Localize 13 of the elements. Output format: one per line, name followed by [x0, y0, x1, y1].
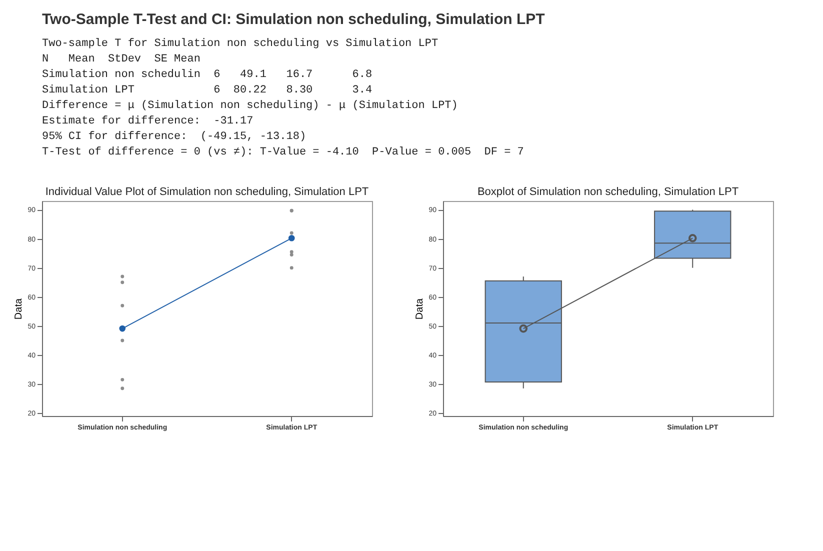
text: Simulation LPT 6 80.22 8.30 3.4: [42, 84, 372, 96]
text: 95% CI for difference: (-49.15, -13.18): [42, 131, 306, 143]
y-axis-title: Data: [414, 298, 426, 320]
text: Difference = μ (Simulation non scheduling) - μ (Simulation LPT): [42, 100, 458, 112]
text: Two-Sample T-Test and CI: Simulation non scheduling, Simulation LPT: [42, 11, 545, 28]
text: N Mean StDev SE Mean: [42, 54, 200, 66]
text: Two-sample T for Simulation non scheduling vs Simulation LPT: [42, 38, 438, 50]
text: Simulation non schedulin 6 49.1 16.7 6.8: [42, 69, 372, 81]
chart-title: Individual Value Plot of Simulation non scheduling, Simulation LPT: [45, 186, 369, 198]
text: Estimate for difference: -31.17: [42, 116, 254, 128]
chart-title: Boxplot of Simulation non scheduling, Simulation LPT: [477, 186, 739, 198]
y-axis-title: Data: [14, 298, 25, 320]
text: T-Test of difference = 0 (vs ≠): T-Value = -4.10 P-Value = 0.005 DF = 7: [42, 146, 524, 158]
